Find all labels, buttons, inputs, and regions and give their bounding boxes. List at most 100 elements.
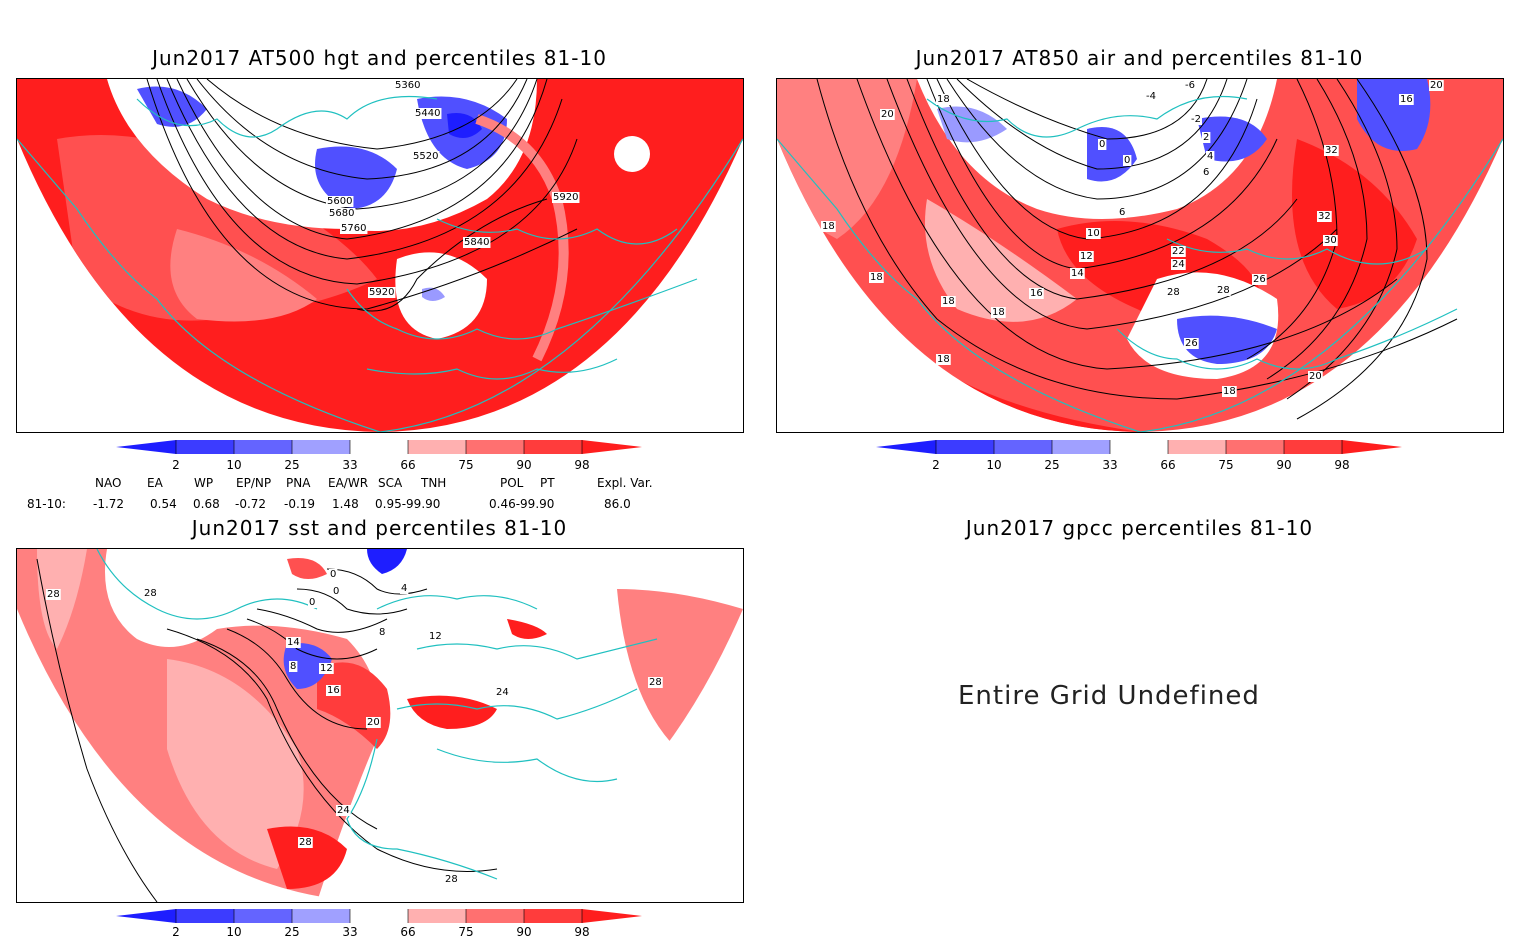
sst-label-14: 24	[496, 687, 509, 698]
sst-colorbar-swatches	[116, 909, 642, 923]
index-header-tnh: TNH	[421, 476, 447, 490]
contour-label-box	[444, 874, 459, 885]
contour-label-box	[1070, 268, 1085, 279]
sst-label-6: 8	[379, 627, 385, 638]
hgt-map: 5360 5440 5520 5600 5680 5760 5840 5920 …	[17, 79, 743, 432]
contour-label-box	[289, 661, 298, 672]
contour-label-box	[1206, 151, 1215, 162]
hgt-contours	[146, 79, 578, 312]
air-label-4: 0	[1124, 155, 1130, 166]
index-header-wp: WP	[194, 476, 214, 490]
air-label-28: 30	[1324, 235, 1337, 246]
contour-label-box	[1123, 155, 1132, 166]
sst-colorbar-label-2: 25	[284, 925, 300, 939]
sst-map: 28 28 0 0 0 4 8 8 12 12 14 16 20 24 24 2…	[17, 549, 743, 902]
air-label-23: 24	[1172, 259, 1185, 270]
hgt-coastlines	[17, 96, 743, 432]
contour-label-box	[1202, 167, 1211, 178]
air-colorbar-label-2: 25	[1044, 458, 1060, 472]
sst-colorbar-label-7: 98	[574, 925, 590, 939]
contour-label-box	[495, 687, 510, 698]
contour-label-box	[428, 631, 443, 642]
hgt-label-0: 5360	[395, 80, 420, 91]
contour-label-box	[1308, 371, 1323, 382]
sst-colorbar-label-1: 10	[226, 925, 242, 939]
hgt-colorbar-label-6: 90	[516, 458, 532, 472]
index-value-eawr: 1.48	[332, 497, 359, 511]
contour-label-box	[936, 94, 951, 105]
air-colorbar-label-1: 10	[986, 458, 1002, 472]
sst-label-5: 4	[401, 583, 407, 594]
hgt-contour-labels: 5360 5440 5520 5600 5680 5760 5840 5920 …	[326, 80, 580, 298]
air-colorbar-label-7: 98	[1334, 458, 1350, 472]
index-header-explvar: Expl. Var.	[597, 476, 653, 490]
contour-label-box	[326, 196, 354, 207]
air-label-8: 6	[1119, 207, 1125, 218]
contour-label-box	[412, 151, 440, 162]
contour-label-box	[869, 272, 884, 283]
contour-label-box	[1098, 139, 1107, 150]
contour-label-box	[308, 597, 317, 608]
sst-label-7: 8	[290, 661, 296, 672]
air-label-7: 6	[1203, 167, 1209, 178]
sst-label-3: 0	[333, 586, 339, 597]
contour-label-box	[1184, 338, 1199, 349]
contour-label-box	[1317, 211, 1332, 222]
air-colorbar: 2 10 25 33 66 75 90 98	[876, 440, 1406, 474]
contour-label-box	[368, 287, 396, 298]
sst-label-17: 28	[649, 677, 662, 688]
sst-label-15: 28	[299, 837, 312, 848]
index-header-pna: PNA	[286, 476, 311, 490]
sst-label-13: 24	[337, 805, 350, 816]
air-label-31: 16	[1400, 94, 1413, 105]
sst-label-16: 28	[445, 874, 458, 885]
air-label-11: 14	[1071, 268, 1084, 279]
contour-label-box	[336, 805, 351, 816]
index-header-nao: NAO	[95, 476, 122, 490]
hgt-label-7: 5920	[553, 192, 578, 203]
hgt-colorbar-label-0: 2	[172, 458, 180, 472]
contour-label-box	[326, 685, 341, 696]
air-label-9: 10	[1087, 228, 1100, 239]
air-label-1: -4	[1146, 91, 1156, 102]
index-value-epnp: -0.72	[235, 497, 267, 511]
contour-label-box	[1184, 80, 1196, 91]
air-coastlines	[777, 96, 1503, 432]
contour-label-box	[936, 354, 951, 365]
index-header-epnp: EP/NP	[236, 476, 272, 490]
air-contour-labels: -6 -4 -2 0 0 2 4 6 6 10 12 14 16 18 18 1…	[821, 80, 1444, 397]
contour-label-box	[400, 583, 409, 594]
sst-colorbar-label-0: 2	[172, 925, 180, 939]
air-colorbar-label-0: 2	[932, 458, 940, 472]
sst-colorbar-label-5: 75	[458, 925, 474, 939]
air-label-2: -2	[1191, 114, 1201, 125]
index-value-explvar: 86.0	[604, 497, 631, 511]
contour-label-box	[332, 586, 341, 597]
index-value-wp: 0.68	[193, 497, 220, 511]
contour-label-box	[552, 192, 580, 203]
sst-label-1: 28	[144, 588, 157, 599]
gpcc-undefined-message: Entire Grid Undefined	[958, 681, 1260, 711]
contour-label-box	[1086, 228, 1101, 239]
air-label-26: 28	[1167, 287, 1180, 298]
air-label-24: 26	[1253, 274, 1266, 285]
sst-map-panel: 28 28 0 0 0 4 8 8 12 12 14 16 20 24 24 2…	[16, 548, 744, 903]
contour-label-box	[319, 663, 334, 674]
air-label-32: 20	[1430, 80, 1443, 91]
air-colorbar-label-4: 66	[1160, 458, 1176, 472]
hgt-colorbar: 2 10 25 33 66 75 90 98	[116, 440, 646, 474]
hgt-label-4: 5680	[329, 208, 354, 219]
air-contours	[816, 79, 1458, 420]
sst-colorbar-label-3: 33	[342, 925, 358, 939]
air-map: -6 -4 -2 0 0 2 4 6 6 10 12 14 16 18 18 1…	[777, 79, 1503, 432]
contour-label-box	[1202, 132, 1211, 143]
hgt-label-8: 5920	[369, 287, 394, 298]
air-label-12: 16	[1030, 288, 1043, 299]
gpcc-panel-title: Jun2017 gpcc percentiles 81-10	[965, 516, 1314, 540]
air-label-29: 32	[1325, 145, 1338, 156]
sst-colorbar: 2 10 25 33 66 75 90 98	[116, 909, 646, 940]
hgt-colorbar-label-4: 66	[400, 458, 416, 472]
index-value-nao: -1.72	[93, 497, 125, 511]
sst-panel-title: Jun2017 sst and percentiles 81-10	[191, 516, 568, 540]
air-label-20: 20	[881, 109, 894, 120]
